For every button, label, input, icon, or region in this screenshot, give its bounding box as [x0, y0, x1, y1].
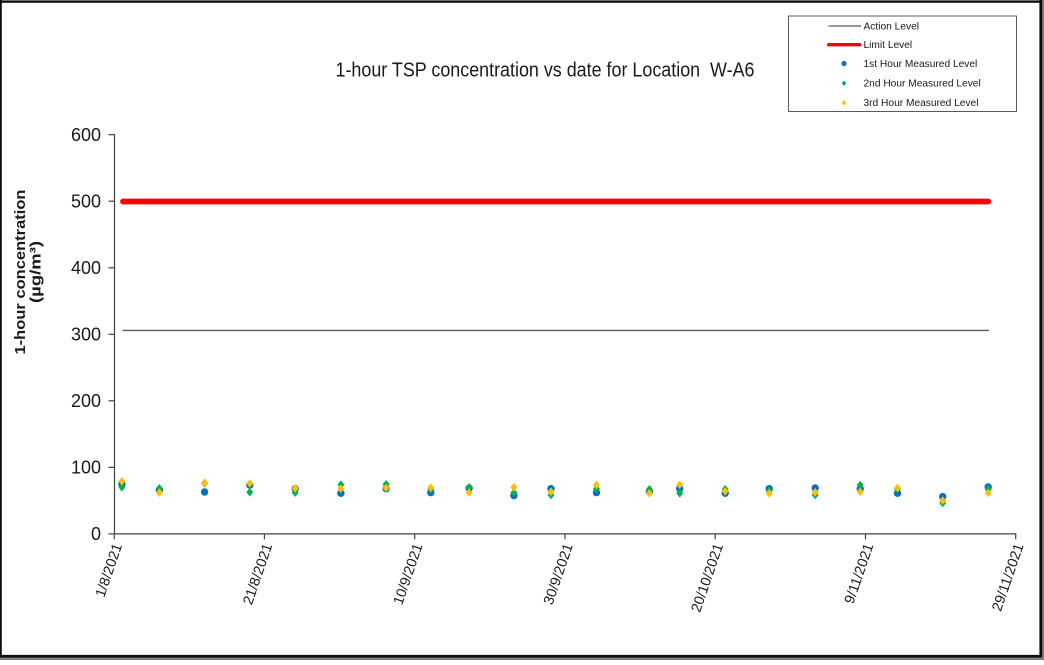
- svg-text:100: 100: [71, 458, 101, 478]
- svg-text:Action Level: Action Level: [864, 21, 920, 32]
- svg-text:1-hour TSP concentration vs da: 1-hour TSP concentration vs date for Loc…: [336, 60, 755, 82]
- svg-text:3rd Hour Measured Level: 3rd Hour Measured Level: [864, 98, 979, 109]
- svg-text:2nd Hour Measured Level: 2nd Hour Measured Level: [864, 79, 981, 90]
- svg-text:500: 500: [71, 192, 101, 212]
- svg-text:400: 400: [71, 258, 101, 278]
- svg-text:(µg/m³): (µg/m³): [28, 241, 45, 303]
- svg-text:600: 600: [71, 125, 101, 145]
- svg-text:1st Hour Measured Level: 1st Hour Measured Level: [864, 59, 978, 70]
- svg-text:Limit Level: Limit Level: [864, 40, 913, 51]
- svg-text:1-hour concentration: 1-hour concentration: [12, 190, 29, 355]
- svg-text:0: 0: [91, 524, 101, 544]
- svg-text:300: 300: [71, 325, 101, 345]
- svg-text:200: 200: [71, 391, 101, 411]
